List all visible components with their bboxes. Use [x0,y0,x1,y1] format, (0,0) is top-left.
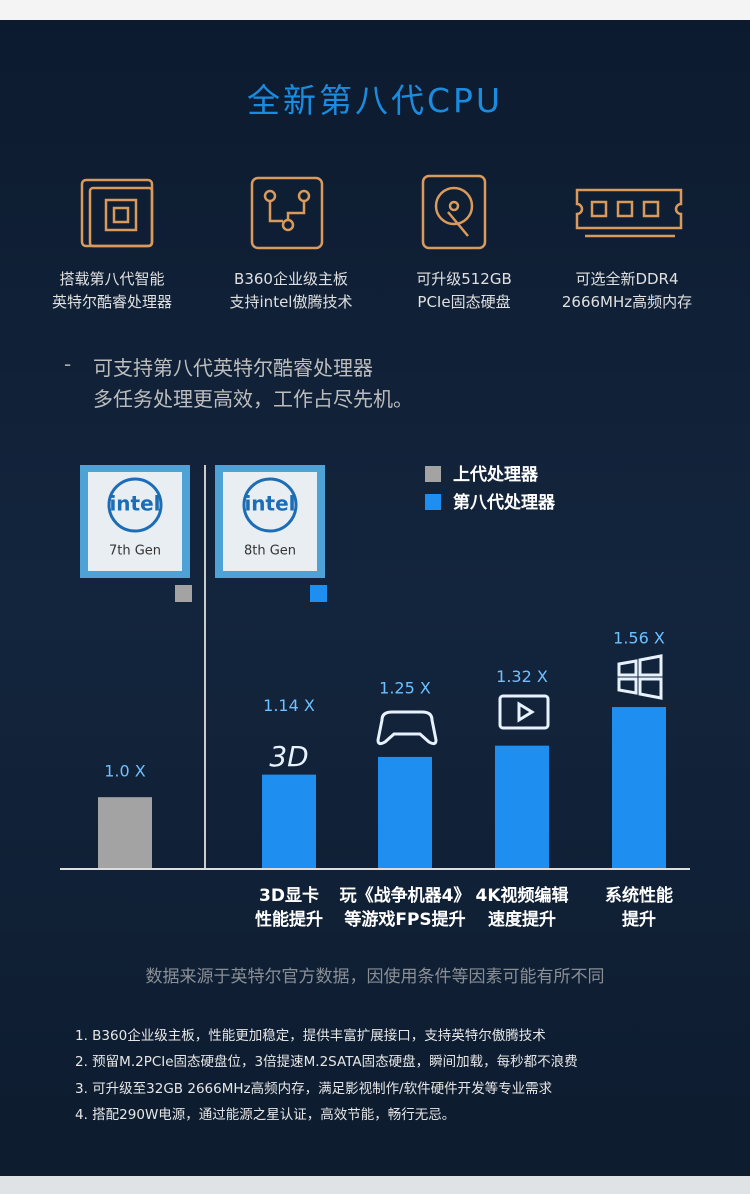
feature-line: 2666MHz高频内存 [561,293,693,311]
subtitle-dash: - [64,352,72,376]
feature-line: 搭载第八代智能 [59,270,165,288]
bar-icons [376,654,663,746]
feature-line: B360企业级主板 [234,270,348,288]
badge-gen: 8th Gen [244,544,296,559]
value-label: 1.14 X [263,696,315,715]
feature-text: 可选全新DDR4 2666MHz高频内存 [537,268,717,314]
badge-brand: intel [109,492,160,516]
badge-brand: intel [244,492,295,516]
legend-swatch [425,494,441,510]
x-tick-label: 3D显卡 性能提升 [255,886,323,930]
feature-line: 支持intel傲腾技术 [229,293,353,311]
feature-line: 可升级512GB [416,270,512,288]
x-tick-label: 玩《战争机器4》 等游戏FPS提升 [339,886,471,930]
feature-text: B360企业级主板 支持intel傲腾技术 [201,268,381,314]
feature-line: PCIe固态硬盘 [417,293,511,311]
bar [495,745,549,868]
title: 全新第八代CPU [246,81,504,120]
feature-icons [80,174,683,250]
badge-gen: 7th Gen [109,544,161,559]
annotation: 3D [269,740,308,773]
bar [612,707,666,868]
list-item: 4. 搭配290W电源，通过能源之星认证，高效节能，畅行无忌。 [75,1106,456,1123]
x-tick-label: 4K视频编辑 速度提升 [475,886,569,930]
feature-text: 可升级512GB PCIe固态硬盘 [374,268,554,314]
value-label: 1.0 X [104,762,146,781]
legend-swatch [425,466,441,482]
list-item: 1. B360企业级主板，性能更加稳定，提供丰富扩展接口，支持英特尔傲腾技术 [75,1028,546,1044]
feature-text: 搭载第八代智能 英特尔酷睿处理器 [22,268,202,314]
list-item: 2. 预留M.2PCIe固态硬盘位，3倍提速M.2SATA固态硬盘，瞬间加载，每… [75,1054,578,1071]
bar [98,797,152,868]
intel-badges [80,465,327,602]
legend-label: 上代处理器 [453,464,539,485]
value-label: 1.32 X [496,667,548,686]
note: 数据来源于英特尔官方数据，因使用条件等因素可能有所不同 [145,967,605,987]
value-label: 1.25 X [379,678,431,697]
value-label: 1.56 X [613,629,665,648]
bar [262,774,316,868]
feature-line: 可选全新DDR4 [575,270,679,288]
list-item: 3. 可升级至32GB 2666MHz高频内存，满足影视制作/软件硬件开发等专业… [75,1080,553,1097]
feature-line: 英特尔酷睿处理器 [51,293,172,311]
legend-label: 第八代处理器 [453,492,556,513]
bar [378,756,432,868]
bottom-strip [0,1176,750,1194]
x-tick-label: 系统性能 提升 [605,886,673,930]
subtitle-line: 可支持第八代英特尔酷睿处理器 [93,356,373,380]
top-strip [0,0,750,20]
subtitle-line: 多任务处理更高效，工作占尽先机。 [93,387,413,411]
